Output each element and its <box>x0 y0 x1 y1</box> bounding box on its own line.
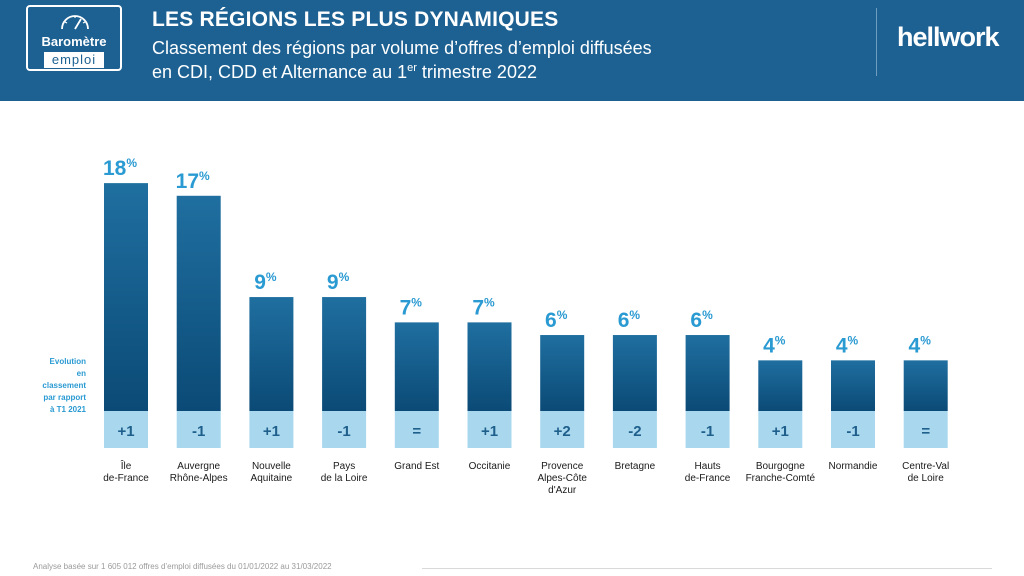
logo-subtext: emploi <box>44 52 104 68</box>
evolution-legend-label: Evolution en classement par rapport à T1… <box>42 357 86 414</box>
evolution-cell <box>394 411 439 448</box>
bar <box>249 297 294 411</box>
evolution-cell <box>758 411 803 448</box>
data-label: 9% <box>254 270 277 294</box>
data-label: 6% <box>545 308 568 332</box>
category-label: Provence Alpes-Côte d'Azur <box>537 461 587 496</box>
evolution-value: = <box>412 423 421 440</box>
evolution-cell <box>104 411 148 448</box>
category-label: Nouvelle Aquitaine <box>251 461 293 484</box>
subtitle-line-2: en CDI, CDD et Alternance au 1er trimest… <box>152 62 537 82</box>
evolution-value: +1 <box>772 423 789 440</box>
data-label: 7% <box>472 295 495 319</box>
category-label: Occitanie <box>469 461 511 472</box>
category-label: Auvergne Rhône-Alpes <box>170 461 228 484</box>
data-label: 7% <box>400 295 423 319</box>
subtitle-line-1: Classement des régions par volume d’offr… <box>152 38 652 58</box>
evolution-value: -1 <box>337 423 350 440</box>
evolution-cell <box>903 411 948 448</box>
evolution-value: +2 <box>554 423 571 440</box>
gauge-icon <box>61 15 89 30</box>
data-label: 4% <box>909 333 932 357</box>
header-banner: Baromètre emploi LES RÉGIONS LES PLUS DY… <box>0 0 1024 101</box>
data-label: 17% <box>176 169 210 193</box>
data-label: 18% <box>103 156 137 180</box>
page-subtitle: Classement des régions par volume d’offr… <box>152 36 772 84</box>
evolution-value: +1 <box>263 423 280 440</box>
data-label: 6% <box>618 308 641 332</box>
data-label: 4% <box>763 333 786 357</box>
category-label: Hauts de-France <box>685 461 731 484</box>
category-label: Île de-France <box>103 459 149 484</box>
bar <box>612 335 657 411</box>
data-label: 9% <box>327 270 350 294</box>
category-label: Pays de la Loire <box>321 461 368 484</box>
evolution-cell <box>322 411 367 448</box>
evolution-cell <box>831 411 875 448</box>
bar <box>903 360 948 411</box>
evolution-value: -1 <box>192 423 205 440</box>
category-label: Bourgogne Franche-Comté <box>746 461 816 484</box>
category-label: Normandie <box>829 461 878 472</box>
bar <box>685 335 730 411</box>
category-label: Centre-Val de Loire <box>902 461 949 484</box>
evolution-cell <box>685 411 730 448</box>
bar <box>394 322 439 411</box>
barometre-logo: Baromètre emploi <box>26 5 122 71</box>
bar <box>322 297 367 411</box>
footnote-divider <box>422 568 992 569</box>
data-label: 4% <box>836 333 859 357</box>
evolution-value: -1 <box>846 423 859 440</box>
category-label: Bretagne <box>615 461 656 472</box>
bar <box>467 322 512 411</box>
evolution-value: -1 <box>701 423 714 440</box>
category-label: Grand Est <box>394 461 439 472</box>
bar <box>176 195 221 411</box>
evolution-cell <box>612 411 657 448</box>
evolution-value: -2 <box>628 423 641 440</box>
evolution-cell <box>540 411 585 448</box>
regions-bar-chart: +1 18% Île de-France -1 17% Auvergne Rhône-Alpe… <box>103 156 949 496</box>
hellowork-logo: hellwork <box>897 22 1000 52</box>
bar <box>104 183 148 411</box>
bar <box>831 360 875 411</box>
bar <box>540 335 585 411</box>
evolution-cell <box>467 411 512 448</box>
header-divider <box>876 8 877 76</box>
evolution-cell <box>249 411 294 448</box>
evolution-value: +1 <box>117 423 134 440</box>
logo-text: Baromètre <box>41 34 107 49</box>
evolution-value: = <box>921 423 930 440</box>
page-title: LES RÉGIONS LES PLUS DYNAMIQUES <box>152 8 559 31</box>
evolution-cell <box>176 411 221 448</box>
bar <box>758 360 803 411</box>
data-label: 6% <box>690 308 713 332</box>
evolution-value: +1 <box>481 423 498 440</box>
footnote: Analyse basée sur 1 605 012 offres d’emp… <box>33 562 332 571</box>
